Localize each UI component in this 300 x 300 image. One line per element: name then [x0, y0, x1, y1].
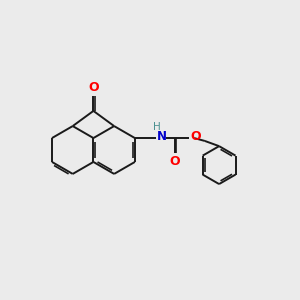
- Text: N: N: [156, 130, 167, 143]
- Text: O: O: [169, 155, 180, 168]
- Text: O: O: [88, 81, 99, 94]
- Text: H: H: [153, 122, 160, 132]
- Text: O: O: [190, 130, 201, 143]
